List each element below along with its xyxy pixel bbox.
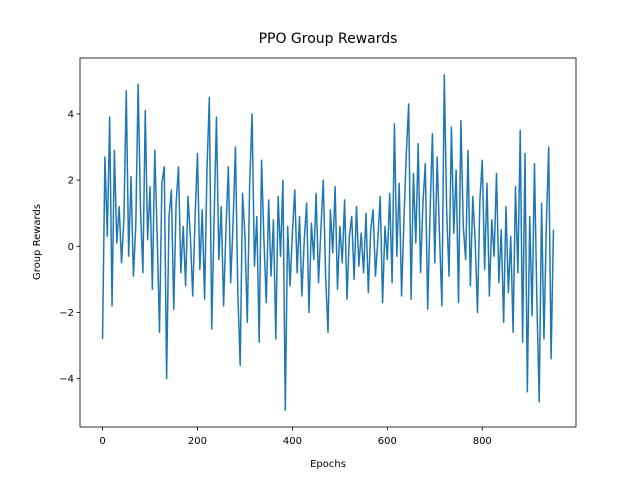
plot-frame	[79, 57, 577, 428]
y-axis-label: Group Rewards	[32, 204, 43, 280]
y-tick-label: 0	[68, 242, 74, 253]
x-tick-label: 800	[473, 436, 492, 447]
x-tick-label: 400	[283, 436, 302, 447]
y-tick-label: −2	[59, 308, 74, 319]
y-tick-label: −4	[59, 374, 74, 385]
data-line	[101, 74, 555, 411]
chart-title: PPO Group Rewards	[259, 31, 398, 47]
x-tick-label: 600	[378, 436, 397, 447]
x-tick-label: 200	[188, 436, 207, 447]
y-tick-label: 4	[68, 109, 74, 120]
x-axis-label: Epochs	[310, 459, 346, 470]
y-tick-label: 2	[68, 176, 74, 187]
x-tick-label: 0	[99, 436, 105, 447]
